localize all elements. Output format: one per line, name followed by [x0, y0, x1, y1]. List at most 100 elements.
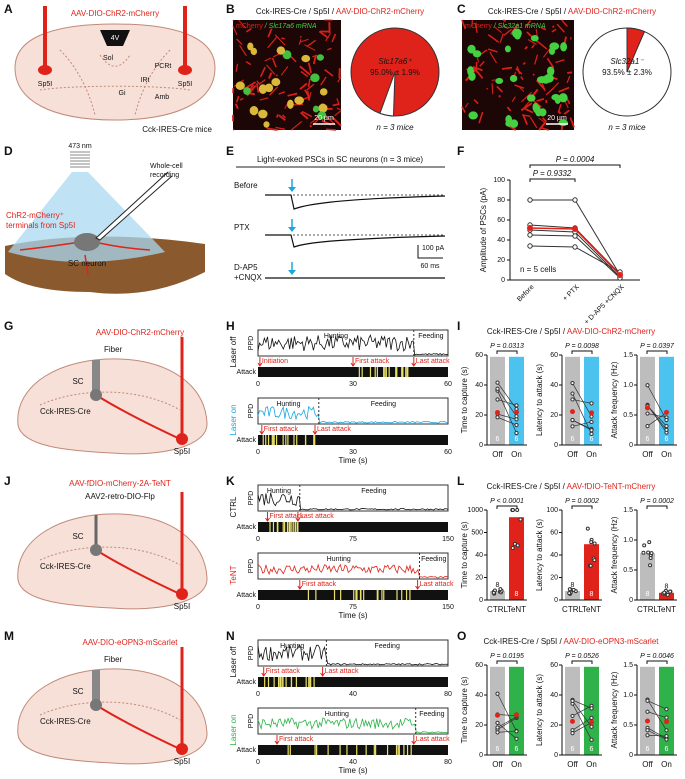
condition: PTX [234, 223, 250, 232]
x-tick-label: Before [516, 284, 536, 304]
y-tick-label: 40 [475, 382, 483, 389]
fiber-signal [245, 81, 257, 89]
sc-site [90, 544, 102, 556]
cell-point [527, 243, 533, 249]
fiber-signal [473, 99, 479, 105]
ppd-box [257, 639, 449, 667]
hunting-label: Hunting [267, 488, 291, 495]
y-tick-label: 0 [479, 752, 483, 759]
x-tick-label: 60 [444, 381, 452, 388]
attack-event [285, 435, 287, 445]
n-label: 6 [590, 746, 594, 753]
point [592, 558, 597, 563]
n-label: 6 [496, 746, 500, 753]
pair-line [497, 730, 517, 733]
ppd-trace [257, 492, 449, 511]
pie-slice [379, 71, 396, 117]
point [510, 546, 515, 551]
scale-label: 20 µm [314, 115, 334, 122]
attack-event [297, 522, 299, 532]
pair-line [572, 399, 592, 404]
y-tick-label: 20 [497, 257, 505, 264]
cell [468, 71, 476, 81]
fiber-signal [278, 91, 285, 95]
ppd-trace [257, 563, 449, 579]
y-axis-label: Time to capture (s) [460, 366, 469, 433]
attack-event [403, 745, 405, 755]
y-axis-label: Latency to attack (s) [535, 674, 544, 746]
pair-line [647, 700, 667, 710]
event-label: First attack [264, 426, 299, 433]
pair-line [572, 722, 592, 734]
pair-line [647, 734, 667, 737]
attack-event [285, 677, 287, 687]
fiber-signal [235, 95, 240, 103]
bar [640, 356, 655, 445]
bar [565, 591, 580, 600]
event-arrow [265, 512, 270, 522]
pair-line [647, 385, 667, 421]
attack-event [282, 522, 284, 532]
attack-event [346, 745, 348, 755]
pair-point [645, 423, 650, 429]
cell [505, 115, 512, 124]
light-arrowhead [288, 270, 296, 275]
attack-event [296, 435, 298, 445]
n-label: 8 [515, 591, 519, 598]
attack-bar [258, 745, 448, 755]
y-tick-label: 20 [550, 412, 558, 419]
attack-event [383, 367, 385, 377]
n-label: 8 [496, 582, 500, 589]
fiber-signal [546, 57, 555, 69]
pair-line [572, 419, 592, 431]
attack-event [406, 367, 408, 377]
pair-point [645, 698, 650, 703]
panel-label: E [226, 144, 234, 158]
virus: AAV-DIO-eOPN3-mScarlet [83, 638, 179, 647]
pair-point [495, 386, 500, 391]
pair-point [570, 397, 575, 402]
event-label: Last attack [416, 358, 450, 365]
y-tick-label: 1000 [467, 507, 483, 514]
n-label: 6 [571, 436, 575, 443]
y-tick-label: 20 [475, 574, 483, 581]
attack-event [273, 435, 275, 445]
pair-point [589, 419, 594, 425]
attack-event [315, 590, 317, 600]
scale-bar [417, 245, 443, 259]
pair-line [572, 700, 592, 727]
y-tick-label: 40 [475, 552, 483, 559]
attack-event [287, 435, 289, 445]
fiber-signal [235, 63, 239, 72]
mouse-label: Cck-IRES-Cre [40, 562, 91, 571]
event-arrow [274, 735, 280, 745]
pair-point [570, 713, 575, 719]
p-value: P = 0.0313 [490, 343, 524, 350]
point [571, 587, 576, 592]
y-tick-label: 40 [475, 692, 483, 699]
pair-point [495, 730, 500, 735]
injection-site [176, 588, 188, 600]
fiber-signal [306, 83, 315, 91]
attack-event [410, 745, 412, 755]
fiber-label: Fiber [104, 345, 123, 354]
point [518, 517, 523, 522]
scale-label: 60 ms [420, 263, 440, 270]
mean-point [495, 410, 500, 416]
bracket [646, 505, 668, 509]
pair-line [497, 717, 517, 730]
n-label: 6 [496, 436, 500, 443]
bar [509, 517, 524, 600]
point [665, 592, 670, 597]
mean-point [514, 712, 519, 718]
x-tick-label: On [661, 450, 672, 459]
attack-event [283, 522, 286, 532]
fiber-signal [299, 111, 309, 120]
cell [249, 105, 259, 116]
condition-label: TeNT [229, 565, 238, 584]
n-label: n = 5 cells [520, 265, 556, 274]
ppd-trace [257, 644, 449, 666]
ppd-label: PPD [248, 336, 255, 350]
x-tick-label: 30 [349, 381, 357, 388]
